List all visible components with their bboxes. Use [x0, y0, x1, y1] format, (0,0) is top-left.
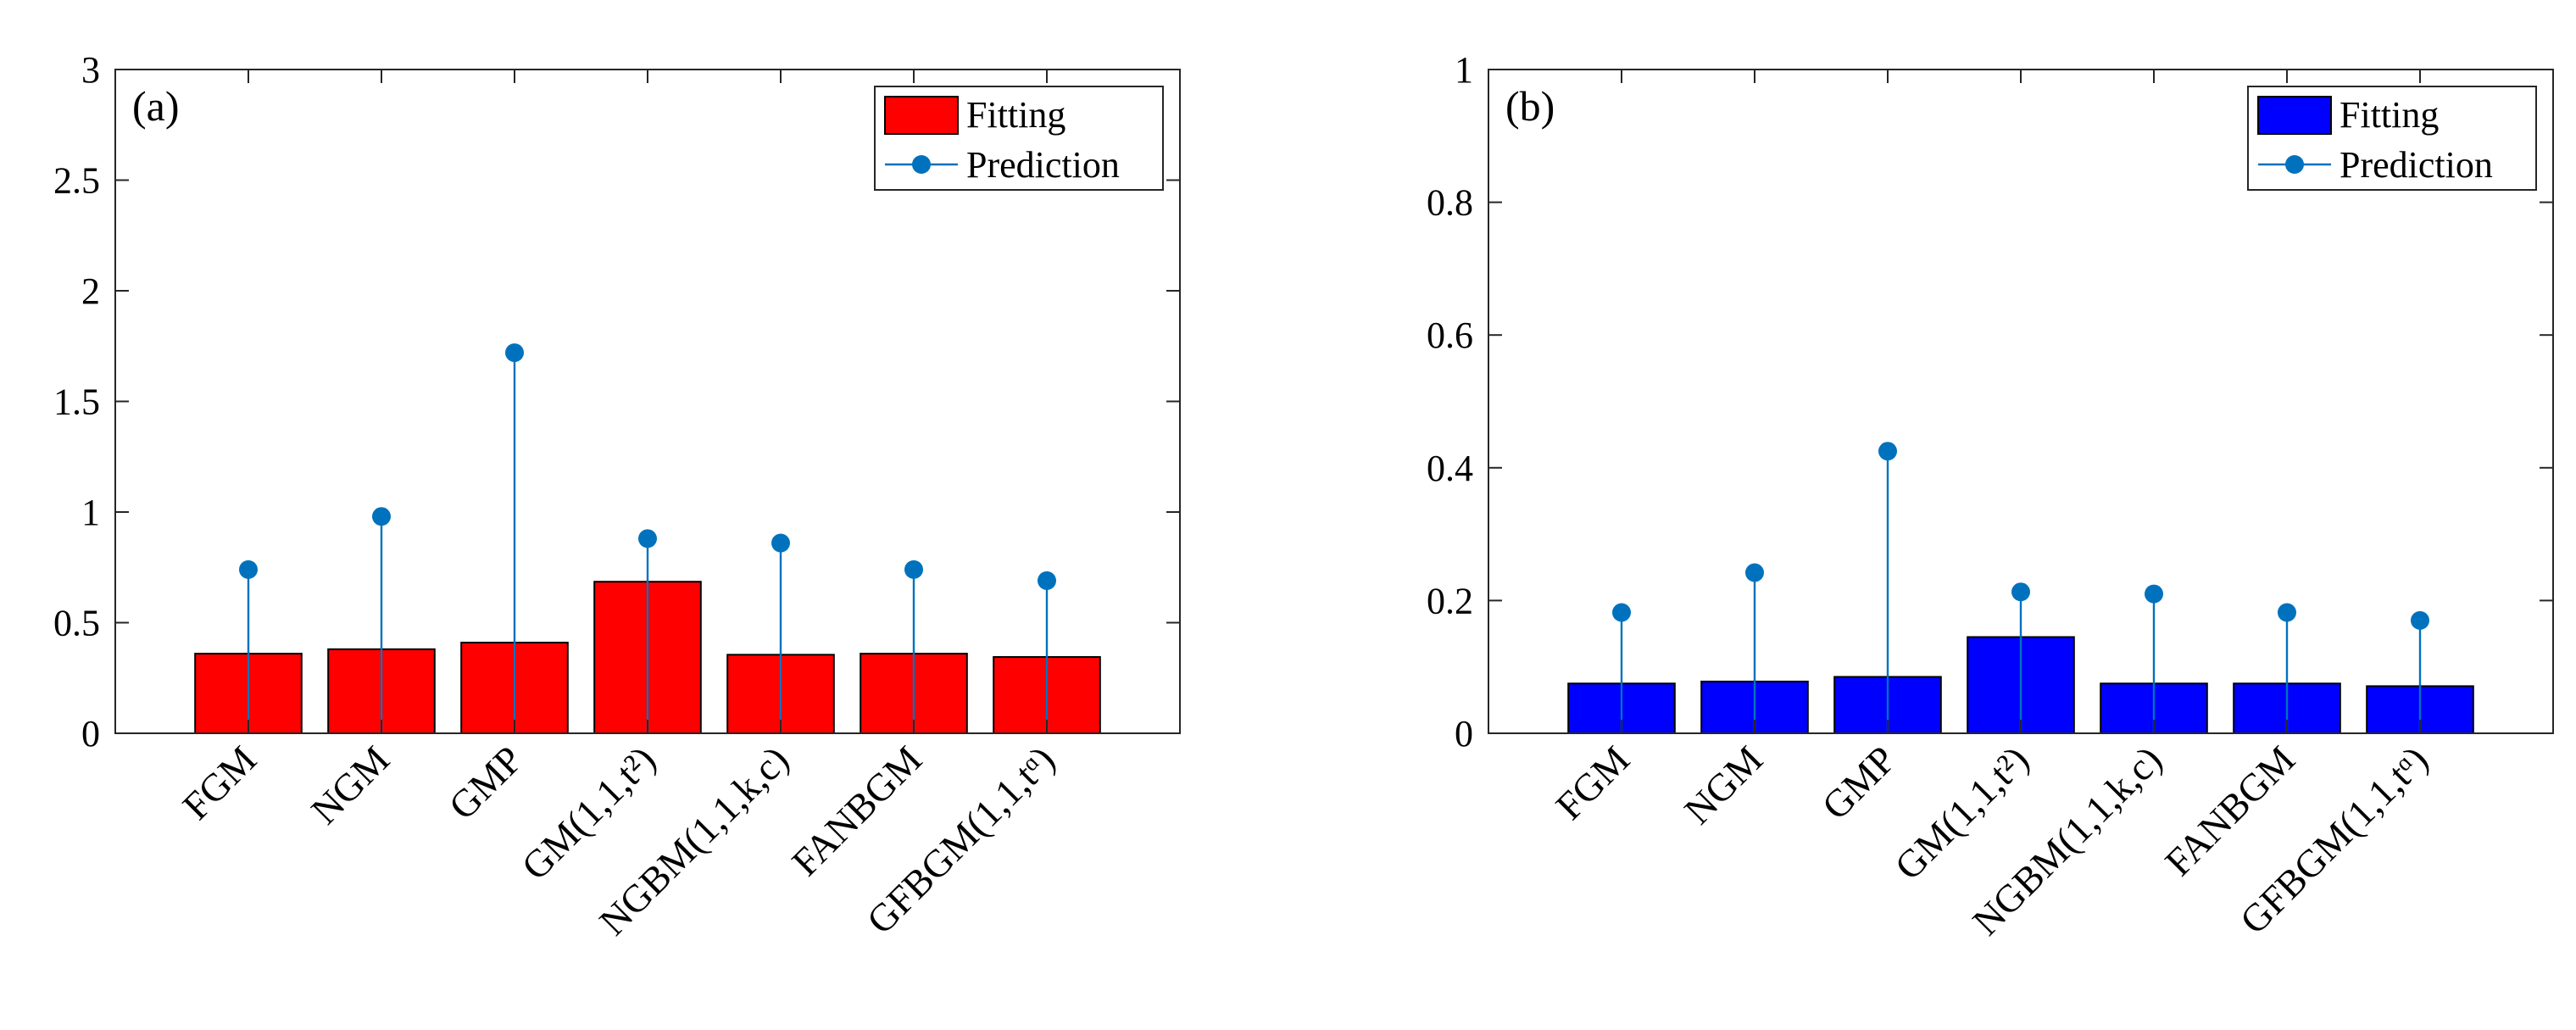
marker-prediction-1	[239, 560, 258, 579]
ytick-label: 0.6	[1427, 315, 1473, 356]
marker-prediction-3	[1878, 442, 1897, 461]
panel-label: (b)	[1505, 82, 1555, 130]
plot-area	[194, 343, 1101, 735]
plot-area	[1567, 442, 2474, 735]
marker-prediction-3	[505, 343, 524, 363]
ytick-label: 0.5	[53, 603, 100, 644]
ytick-label: 1	[81, 492, 100, 533]
ytick-label: 0.8	[1427, 182, 1473, 224]
ytick-label: 2	[81, 270, 100, 312]
ytick-label: 0.2	[1427, 580, 1473, 621]
legend-label-prediction: Prediction	[966, 144, 1120, 186]
marker-prediction-7	[2411, 610, 2429, 630]
legend: Fitting Prediction	[874, 86, 1164, 191]
legend-label-fitting: Fitting	[966, 94, 1065, 136]
marker-prediction-5	[771, 533, 790, 553]
legend-marker-prediction	[2285, 155, 2304, 174]
marker-prediction-2	[1745, 563, 1764, 582]
category-label: FGM	[1547, 738, 1638, 828]
marker-prediction-5	[2145, 584, 2163, 604]
legend-swatch-fitting	[2257, 96, 2332, 135]
legend-swatch-fitting	[884, 96, 959, 135]
category-label: GMP	[1813, 738, 1904, 828]
legend-label-fitting: Fitting	[2340, 94, 2439, 136]
legend: Fitting Prediction	[2247, 86, 2537, 191]
marker-prediction-1	[1612, 603, 1631, 622]
marker-prediction-2	[372, 507, 391, 526]
marker-prediction-6	[904, 560, 923, 579]
legend-label-prediction: Prediction	[2340, 144, 2493, 186]
ytick-label: 3	[81, 49, 100, 91]
ytick-label: 0.4	[1427, 448, 1473, 489]
legend-marker-prediction	[912, 155, 931, 174]
category-label: FGM	[174, 738, 264, 828]
ytick-label: 2.5	[53, 160, 100, 202]
category-label: GMP	[440, 738, 531, 828]
category-label: NGM	[303, 738, 398, 832]
category-label: NGM	[1676, 738, 1771, 832]
panel-label: (a)	[132, 82, 180, 130]
ytick-label: 0	[81, 713, 100, 754]
marker-prediction-6	[2278, 603, 2296, 622]
marker-prediction-4	[2011, 582, 2030, 602]
marker-prediction-4	[638, 529, 657, 548]
ytick-label: 1	[1455, 49, 1473, 91]
ytick-label: 0	[1455, 713, 1473, 754]
ytick-label: 1.5	[53, 381, 100, 423]
marker-prediction-7	[1038, 571, 1056, 590]
